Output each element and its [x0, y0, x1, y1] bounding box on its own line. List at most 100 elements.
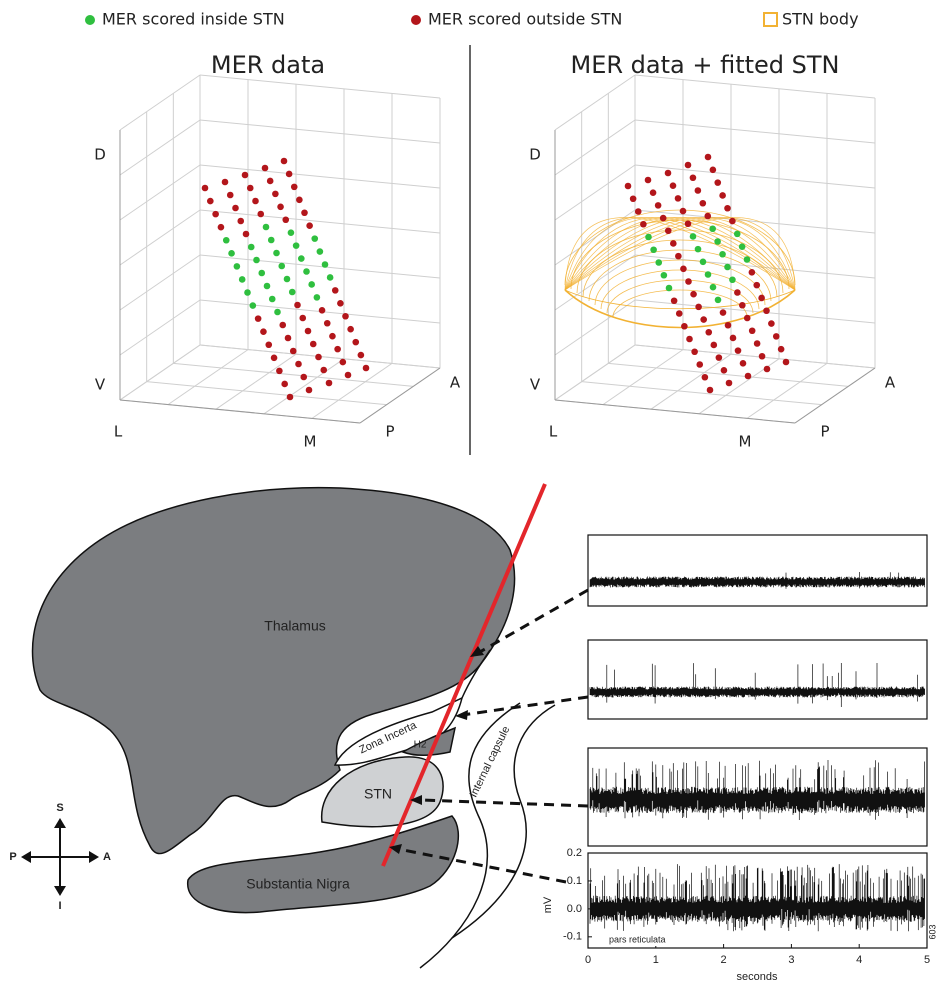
- mer-point: [715, 297, 722, 304]
- mer-point: [754, 340, 761, 347]
- mer-point: [301, 209, 308, 216]
- mer-point: [342, 313, 349, 320]
- mer-point: [710, 284, 717, 291]
- mer-point: [232, 205, 239, 212]
- mer-point: [729, 276, 736, 283]
- substantia-nigra-shape: [188, 816, 459, 913]
- mer-point: [223, 237, 230, 244]
- x-axis-label: seconds: [737, 971, 778, 983]
- mer-point: [724, 264, 731, 271]
- compass-label: I: [58, 900, 61, 912]
- grid-line-3d: [651, 354, 731, 409]
- mer-point: [281, 381, 288, 388]
- mer-point: [685, 162, 692, 169]
- mer-point: [293, 242, 300, 249]
- grid-line-3d: [603, 350, 683, 405]
- y-tick-label: 0.1: [567, 875, 582, 887]
- mer-point: [290, 348, 297, 355]
- mer-point: [262, 165, 269, 172]
- mer-point: [729, 218, 736, 225]
- grid-line-3d: [200, 165, 440, 188]
- mer-point: [705, 154, 712, 161]
- mer-point: [299, 315, 306, 322]
- legend-label: STN body: [782, 10, 859, 29]
- axis-label-3d: A: [885, 374, 896, 392]
- mer-point: [695, 187, 702, 194]
- mer-point: [272, 191, 279, 198]
- mer-point: [758, 295, 765, 302]
- mer-point: [734, 231, 741, 238]
- axis-label-3d: P: [385, 423, 394, 441]
- axis-label-3d: V: [95, 376, 106, 394]
- grid-line-3d: [120, 120, 200, 175]
- axis-line-3d: [795, 368, 875, 423]
- mer-point: [665, 170, 672, 177]
- axis-label-3d: D: [529, 146, 541, 164]
- mer-point: [268, 237, 275, 244]
- legend-label: MER scored outside STN: [428, 10, 622, 29]
- mer-point: [234, 263, 241, 270]
- mer-point: [358, 352, 365, 359]
- mer-point: [248, 244, 255, 251]
- mer-point: [326, 380, 333, 387]
- mer-point: [666, 285, 673, 292]
- x-tick-label: 1: [653, 954, 659, 966]
- legend-label: MER scored inside STN: [102, 10, 285, 29]
- mer-point: [279, 322, 286, 329]
- mer-point: [303, 268, 310, 275]
- mer-point: [260, 328, 267, 335]
- mer-point: [783, 359, 790, 366]
- mer-point: [319, 307, 326, 314]
- mer-point: [671, 297, 678, 304]
- mer-point: [753, 282, 760, 289]
- region-label: STN: [364, 786, 392, 802]
- mer-point: [655, 202, 662, 209]
- mer-point: [277, 204, 284, 211]
- mer-point: [332, 287, 339, 294]
- trace-signal: [590, 663, 925, 707]
- stn-wire: [601, 270, 759, 309]
- thalamus-shape: [33, 488, 515, 854]
- mer-point: [686, 336, 693, 343]
- mer-point: [719, 192, 726, 199]
- mer-point: [711, 342, 718, 349]
- mer-point: [244, 289, 251, 296]
- mer-point: [305, 328, 312, 335]
- mer-point: [306, 222, 313, 229]
- trace-signal: [590, 572, 925, 589]
- mer-point: [724, 205, 731, 212]
- mer-point: [739, 243, 746, 250]
- mer-point: [334, 346, 341, 353]
- grid-line-3d: [555, 345, 635, 400]
- mer-point: [726, 380, 733, 387]
- mer-point: [744, 315, 751, 322]
- mer-point: [228, 250, 235, 257]
- mer-point: [725, 322, 732, 329]
- mer-point: [345, 372, 352, 379]
- mer-point: [696, 361, 703, 368]
- mer-point: [630, 195, 637, 202]
- mer-point: [207, 198, 214, 205]
- mer-point: [705, 271, 712, 278]
- mer-point: [265, 341, 272, 348]
- mer-point: [665, 227, 672, 234]
- axis-label-3d: A: [450, 374, 461, 392]
- region-label: Internal capsule: [467, 724, 512, 799]
- mer-point: [763, 307, 770, 314]
- trace-frame: [588, 535, 927, 606]
- mer-point: [676, 310, 683, 317]
- x-tick-label: 2: [721, 954, 727, 966]
- mer-point: [749, 269, 756, 276]
- mer-point: [655, 259, 662, 266]
- compass-label: S: [56, 802, 63, 814]
- grid-line-3d: [555, 120, 635, 175]
- grid-line-3d: [120, 345, 200, 400]
- x-tick-label: 4: [856, 954, 862, 966]
- mer-point: [276, 368, 283, 375]
- axis-label-3d: L: [549, 423, 558, 441]
- mer-point: [340, 359, 347, 366]
- axis-label-3d: M: [739, 433, 752, 451]
- mer-point: [337, 300, 344, 307]
- grid-line-3d: [120, 210, 200, 265]
- mer-point: [730, 335, 737, 342]
